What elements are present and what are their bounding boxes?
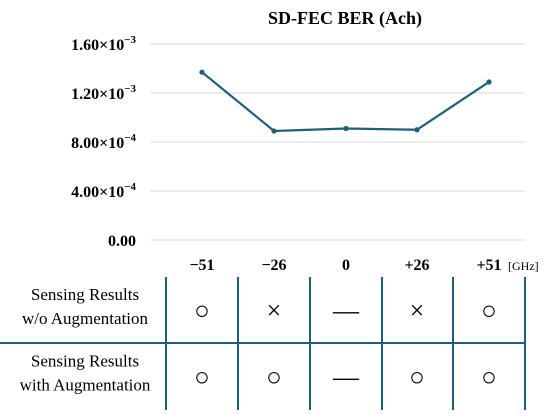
sensing-results-table: Sensing Results w/o Augmentation ○ × — × ○ Sens… xyxy=(0,277,526,410)
chart-title: SD-FEC BER (Ach) xyxy=(268,8,422,29)
table-cell-0-4: ○ xyxy=(481,296,497,325)
table-cell-0-1: × xyxy=(267,296,282,325)
y-axis-ticks: 0.00 4.00×10−4 8.00×10−4 1.20×10−3 1.60×10−3 xyxy=(71,34,136,250)
table-cell-1-2: — xyxy=(332,363,360,392)
x-tick-label-2: 0 xyxy=(342,257,350,274)
grid-lines xyxy=(150,43,525,241)
ber-point-4 xyxy=(486,79,492,85)
table-cell-1-4: ○ xyxy=(481,363,497,392)
table-cell-1-1: ○ xyxy=(266,363,282,392)
x-axis-ticks: −51 −26 0 +26 +51 xyxy=(189,257,501,274)
table-row-label-0: Sensing Results w/o Augmentation xyxy=(22,285,149,328)
table-cell-0-2: — xyxy=(332,296,360,325)
ber-point-1 xyxy=(271,128,277,134)
y-tick-label-1: 4.00×10−4 xyxy=(71,181,136,201)
ber-series xyxy=(199,69,492,134)
table-row-label-1: Sensing Results with Augmentation xyxy=(20,352,151,395)
table-cell-0-3: × xyxy=(410,296,425,325)
table-cell-1-0: ○ xyxy=(194,363,210,392)
ber-point-3 xyxy=(414,127,420,133)
x-axis-unit: [GHz] xyxy=(508,259,539,273)
y-tick-label-2: 8.00×10−4 xyxy=(71,132,136,152)
x-tick-label-4: +51 xyxy=(476,257,501,274)
x-tick-label-0: −51 xyxy=(189,257,214,274)
ber-point-0 xyxy=(199,69,205,75)
x-tick-label-1: −26 xyxy=(261,257,286,274)
ber-line xyxy=(201,71,490,133)
y-tick-label-4: 1.60×10−3 xyxy=(71,34,136,54)
y-tick-label-0: 0.00 xyxy=(108,233,136,250)
y-tick-label-3: 1.20×10−3 xyxy=(71,83,136,103)
x-tick-label-3: +26 xyxy=(404,257,429,274)
table-cell-0-0: ○ xyxy=(194,296,210,325)
table-cell-1-3: ○ xyxy=(409,363,425,392)
ber-point-2 xyxy=(343,125,349,132)
